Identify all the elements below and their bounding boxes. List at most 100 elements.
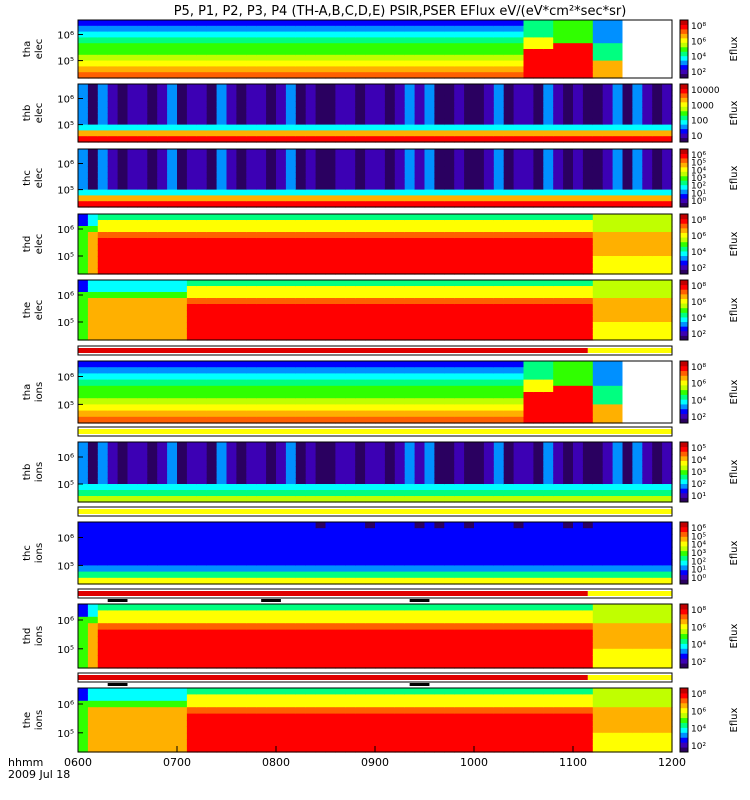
heatmap-cell — [642, 149, 653, 156]
heatmap-cell — [474, 166, 485, 173]
heatmap-cell — [563, 172, 574, 179]
figure-title: P5, P1, P2, P3, P4 (TH-A,B,C,D,E) PSIR,P… — [174, 4, 627, 19]
heatmap-cell — [256, 478, 267, 485]
heatmap-cell — [375, 262, 386, 269]
heatmap-cell — [662, 113, 673, 120]
heatmap-cell — [117, 238, 129, 245]
heatmap-cell — [117, 244, 129, 251]
heatmap-cell — [513, 328, 525, 335]
heatmap-cell — [622, 149, 633, 156]
heatmap-cell — [266, 478, 277, 485]
heatmap-cell — [652, 565, 663, 573]
heatmap-cell — [226, 256, 237, 263]
heatmap-cell — [533, 201, 544, 208]
heatmap-cell — [612, 220, 624, 227]
heatmap-cell — [602, 113, 614, 120]
heatmap-cell — [632, 540, 643, 548]
heatmap-cell — [167, 298, 178, 305]
heatmap-cell — [117, 160, 129, 167]
heatmap-cell — [127, 385, 138, 393]
heatmap-cell — [256, 379, 267, 387]
heatmap-cell — [226, 448, 237, 455]
heatmap-cell — [335, 496, 346, 503]
heatmap-cell — [464, 136, 475, 143]
heatmap-cell — [295, 484, 307, 491]
heatmap-cell — [602, 226, 614, 233]
heatmap-cell — [612, 522, 624, 529]
heatmap-cell — [246, 256, 257, 263]
heatmap-cell — [483, 37, 495, 44]
heatmap-cell — [78, 95, 89, 102]
heatmap-cell — [266, 310, 277, 317]
heatmap-cell — [355, 238, 366, 245]
heatmap-cell — [216, 496, 228, 503]
heatmap-cell — [216, 154, 228, 162]
heatmap-cell — [474, 244, 485, 251]
heatmap-cell — [345, 136, 356, 143]
heatmap-cell — [592, 454, 604, 461]
heatmap-cell — [285, 37, 297, 44]
heatmap-cell — [612, 160, 624, 167]
heatmap-cell — [97, 367, 109, 374]
heatmap-cell — [573, 262, 584, 269]
heatmap-cell — [157, 25, 168, 33]
heatmap-cell — [78, 89, 89, 97]
colorbar-swatch — [680, 255, 688, 261]
heatmap-cell — [97, 31, 109, 38]
heatmap-cell — [414, 286, 426, 293]
heatmap-cell — [325, 220, 336, 227]
heatmap-cell — [236, 244, 247, 251]
heatmap-cell — [256, 310, 267, 317]
heatmap-cell — [87, 460, 99, 467]
heatmap-cell — [256, 60, 267, 67]
heatmap-cell — [186, 113, 198, 120]
heatmap-cell — [642, 460, 653, 467]
heatmap-cell — [652, 31, 663, 38]
heatmap-cell — [384, 577, 396, 585]
heatmap-cell — [285, 149, 297, 156]
heatmap-cell — [127, 183, 138, 191]
heatmap-cell — [394, 130, 406, 137]
heatmap-cell — [384, 280, 396, 287]
heatmap-cell — [563, 31, 574, 38]
heatmap-cell — [553, 178, 564, 185]
heatmap-cell — [236, 172, 247, 179]
heatmap-cell — [394, 136, 406, 143]
heatmap-cell — [642, 43, 653, 50]
heatmap-cell — [662, 316, 673, 323]
heatmap-cell — [513, 379, 525, 387]
heatmap-cell — [127, 292, 138, 299]
heatmap-cell — [493, 20, 505, 27]
heatmap-cell — [483, 304, 495, 311]
heatmap-cell — [276, 540, 287, 548]
heatmap-cell — [662, 136, 673, 143]
heatmap-cell — [127, 322, 138, 329]
heatmap-cell — [513, 361, 525, 368]
colorbar-swatch — [680, 321, 688, 327]
colorbar-swatch — [680, 97, 688, 103]
heatmap-cell — [137, 559, 148, 566]
heatmap-cell — [186, 385, 198, 393]
heatmap-cell — [196, 195, 208, 202]
heatmap-cell — [137, 195, 148, 202]
heatmap-cell — [107, 373, 119, 381]
heatmap-cell — [434, 89, 445, 97]
heatmap-cell — [464, 101, 475, 108]
heatmap-cell — [493, 101, 505, 108]
heatmap-cell — [97, 298, 109, 305]
heatmap-cell — [107, 154, 119, 162]
heatmap-cell — [384, 322, 396, 329]
colorbar-swatch — [680, 370, 688, 376]
heatmap-cell — [642, 571, 653, 579]
heatmap-cell — [464, 379, 475, 387]
heatmap-cell — [335, 559, 346, 566]
heatmap-cell — [523, 316, 534, 323]
heatmap-cell — [345, 232, 356, 239]
heatmap-cell — [335, 95, 346, 102]
heatmap-cell — [157, 540, 168, 548]
heatmap-cell — [444, 385, 455, 393]
heatmap-cell — [483, 31, 495, 38]
heatmap-cell — [256, 220, 267, 227]
colorbar-swatch — [680, 149, 688, 154]
heatmap-cell — [513, 214, 525, 221]
